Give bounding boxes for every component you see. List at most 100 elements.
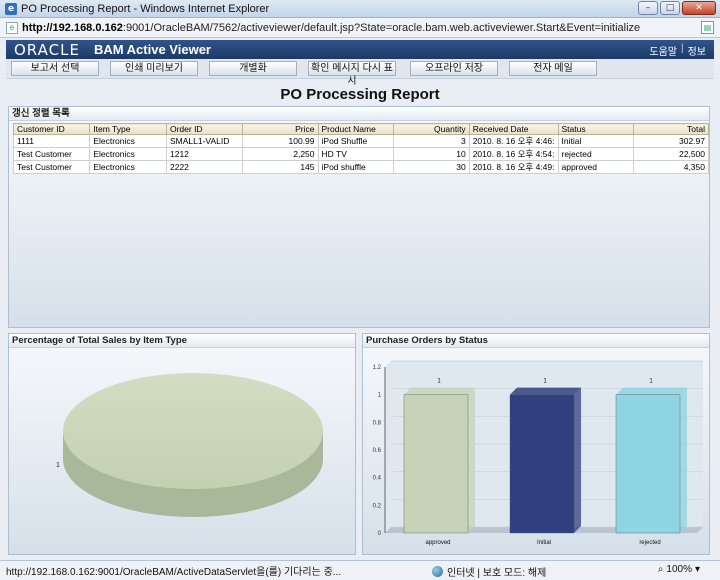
bar-top — [404, 387, 475, 395]
address-bar: e http://192.168.0.162:9001/OracleBAM/75… — [0, 18, 720, 38]
select-report-button[interactable]: 보고서 선택 — [11, 61, 99, 76]
table-cell: 2010. 8. 16 오후 4:49: — [468, 160, 559, 174]
info-link[interactable]: 정보 — [687, 47, 706, 58]
pie-panel-title: Percentage of Total Sales by Item Type — [9, 334, 355, 348]
window-title: PO Processing Report - Windows Internet … — [21, 2, 270, 15]
table-row[interactable]: Test Customer Electronics 1212 2,250 HD … — [12, 147, 710, 161]
table-cell: 2222 — [165, 160, 243, 174]
bar-side — [468, 387, 475, 533]
bar-data-label: 1 — [649, 379, 653, 385]
close-icon[interactable]: ✕ — [682, 1, 716, 15]
globe-icon — [432, 566, 443, 577]
zoom-control[interactable]: ⌕ 100% ▾ — [658, 564, 700, 575]
report-title: PO Processing Report — [280, 86, 440, 103]
pie-slice — [63, 373, 323, 489]
table-cell: Electronics — [89, 160, 167, 174]
email-button[interactable]: 전자 메일 — [509, 61, 597, 76]
table-cell: 3 — [393, 134, 470, 148]
url-field[interactable]: http://192.168.0.162:9001/OracleBAM/7562… — [22, 22, 702, 34]
pie-data-label: 1 — [56, 462, 60, 469]
table-cell: SMALL1-VALID — [165, 134, 243, 148]
personalize-button[interactable]: 개별화 — [209, 61, 297, 76]
redisplay-messages-button[interactable]: 확인 메시지 다시 표시 — [308, 61, 396, 87]
status-text: http://192.168.0.162:9001/OracleBAM/Acti… — [6, 567, 342, 578]
y-tick-label: 1.2 — [373, 365, 382, 371]
y-tick-label: 0 — [378, 531, 382, 537]
chevron-down-icon: ▾ — [694, 564, 700, 575]
y-tick-label: 0.8 — [373, 420, 382, 426]
table-cell: 22,500 — [632, 147, 710, 161]
bar-data-label: 1 — [437, 379, 441, 385]
oracle-logo: ORACLE — [14, 40, 80, 59]
window-controls: – □ ✕ — [638, 1, 716, 15]
y-tick-label: 0.2 — [373, 503, 382, 509]
compat-view-icon[interactable]: ▤ — [701, 21, 714, 34]
column-header[interactable]: Status — [557, 123, 634, 135]
bar — [403, 394, 469, 534]
updating-list-panel: 갱신 정렬 목록 Customer ID Item Type Order ID … — [8, 106, 710, 328]
help-link[interactable]: 도움말 — [649, 47, 677, 58]
table-cell: 302.97 — [632, 134, 710, 148]
orders-table: Customer ID Item Type Order ID Price Pro… — [12, 123, 710, 174]
column-header[interactable]: Received Date — [468, 123, 559, 135]
column-header[interactable]: Total — [632, 123, 710, 135]
column-header[interactable]: Customer ID — [12, 123, 91, 135]
save-offline-button[interactable]: 오프라인 저장 — [410, 61, 498, 76]
security-zone[interactable]: 인터넷 | 보호 모드: 해제 — [432, 564, 546, 579]
bar-top — [510, 387, 581, 395]
table-cell: approved — [557, 160, 634, 174]
status-bar: http://192.168.0.162:9001/OracleBAM/Acti… — [0, 560, 720, 580]
column-header[interactable]: Order ID — [165, 123, 243, 135]
table-cell: 2010. 8. 16 오후 4:46: — [468, 134, 559, 148]
column-header[interactable]: Quantity — [393, 123, 470, 135]
table-cell: Initial — [557, 134, 634, 148]
minimize-icon[interactable]: – — [638, 1, 658, 15]
table-cell: HD TV — [317, 147, 395, 161]
x-tick-label: rejected — [639, 540, 660, 546]
table-cell: 30 — [393, 160, 470, 174]
header-link-separator: | — [680, 43, 684, 54]
table-cell: 100.99 — [241, 134, 319, 148]
table-cell: iPod shuffle — [317, 160, 395, 174]
report-toolbar: 보고서 선택 인쇄 미리보기 개별화 확인 메시지 다시 표시 오프라인 저장 … — [6, 59, 714, 87]
table-cell: Electronics — [89, 134, 167, 148]
app-name: BAM Active Viewer — [93, 42, 211, 57]
table-row[interactable]: Test Customer Electronics 2222 145 iPod … — [12, 160, 710, 174]
bar-side — [574, 387, 581, 533]
column-header[interactable]: Item Type — [89, 123, 167, 135]
pie-chart-panel: Percentage of Total Sales by Item Type 1 — [8, 333, 356, 555]
column-header[interactable]: Product Name — [317, 123, 395, 135]
bar — [615, 394, 681, 534]
bar-panel-title: Purchase Orders by Status — [363, 334, 709, 348]
table-cell: iPod Shuffle — [317, 134, 395, 148]
table-cell: 2010. 8. 16 오후 4:54: — [468, 147, 559, 161]
app-header: ORACLE BAM Active Viewer 도움말 | 정보 — [6, 40, 714, 59]
zoom-level: 100% — [666, 564, 692, 575]
zone-text: 인터넷 | 보호 모드: 해제 — [447, 568, 547, 579]
table-header-row: Customer ID Item Type Order ID Price Pro… — [12, 123, 710, 135]
table-row[interactable]: 1111 Electronics SMALL1-VALID 100.99 iPo… — [12, 134, 710, 148]
window-titlebar: e PO Processing Report - Windows Interne… — [0, 0, 720, 18]
pie-chart: 1 — [56, 373, 323, 517]
table-cell: 10 — [393, 147, 470, 161]
bar-side — [680, 387, 687, 533]
maximize-icon[interactable]: □ — [660, 1, 680, 15]
table-cell: Test Customer — [12, 160, 91, 174]
bar-chart: 0 0.2 0.4 0.6 0.8 1 1.2 1 approved 1 Initial 1 rejec… — [373, 360, 703, 546]
table-cell: 1111 — [12, 134, 91, 148]
y-tick-label: 0.4 — [373, 476, 382, 482]
table-cell: 145 — [241, 160, 319, 174]
column-header[interactable]: Price — [241, 123, 319, 135]
table-cell: rejected — [557, 147, 634, 161]
table-cell: 2,250 — [241, 147, 319, 161]
table-cell: 4,350 — [632, 160, 710, 174]
magnifier-icon: ⌕ — [657, 564, 664, 575]
url-host: http://192.168.0.162 — [22, 21, 123, 34]
print-preview-button[interactable]: 인쇄 미리보기 — [110, 61, 198, 76]
table-cell: Test Customer — [12, 147, 91, 161]
table-cell: 1212 — [165, 147, 243, 161]
url-path: :9001/OracleBAM/7562/activeviewer/defaul… — [122, 21, 641, 34]
bar-top — [616, 387, 687, 395]
bar-chart-panel: Purchase Orders by Status 0 0.2 0.4 0.6 0.8 1… — [362, 333, 710, 555]
bar-data-label: 1 — [543, 379, 547, 385]
